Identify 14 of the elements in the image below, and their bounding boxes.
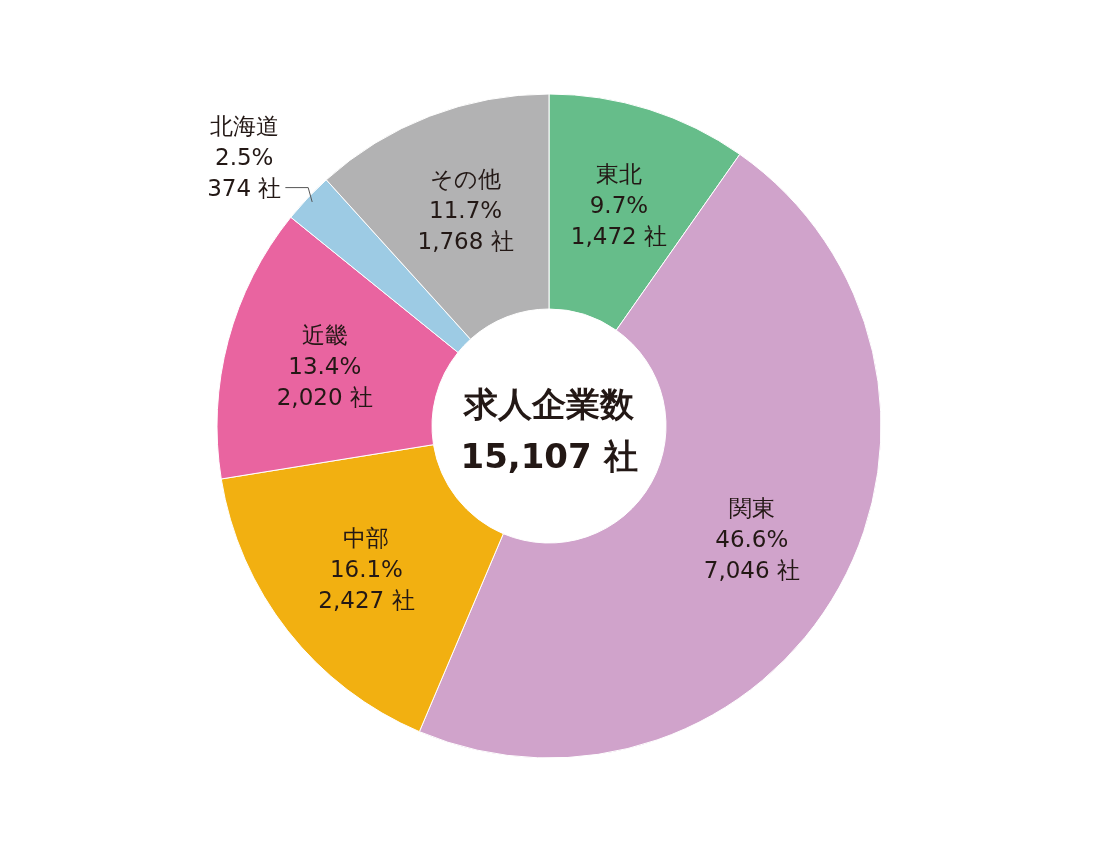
data-label: 9.7% 1,472 社 bbox=[570, 191, 667, 249]
slice-label: 東北 bbox=[595, 160, 642, 187]
slice-label: 北海道 bbox=[209, 112, 279, 139]
slice-label: 関東 bbox=[728, 494, 775, 521]
slice-label: 中部 bbox=[343, 525, 390, 552]
data-label: 16.1% 2,427 社 bbox=[318, 556, 415, 614]
data-label: 2.5% 374 社 bbox=[207, 143, 282, 201]
slice-label: その他 bbox=[430, 165, 502, 192]
slice-label: 近畿 bbox=[301, 322, 348, 349]
data-label: 13.4% 2,020 社 bbox=[276, 353, 373, 411]
text: 15,107 社 bbox=[460, 436, 638, 476]
data-label: 11.7% 1,768 社 bbox=[417, 196, 514, 254]
text: 求人企業数 bbox=[462, 384, 635, 424]
data-label: 46.6% 7,046 社 bbox=[703, 525, 800, 583]
